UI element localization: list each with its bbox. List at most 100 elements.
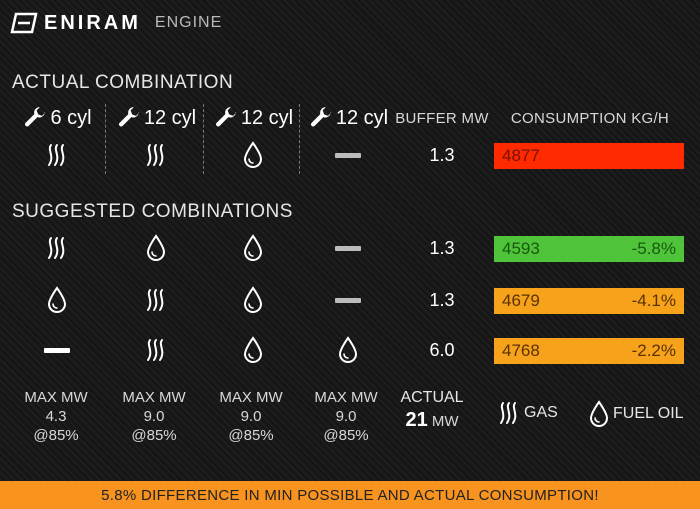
engine-1-mode bbox=[12, 135, 102, 175]
consumption-diff: -2.2% bbox=[631, 341, 676, 360]
actual-power-value: 21 bbox=[405, 409, 428, 431]
consumption-bar: 4593 -5.8% bbox=[494, 236, 684, 262]
engine-2-mode bbox=[108, 330, 204, 370]
fuel-oil-drop-icon bbox=[338, 336, 358, 363]
consumption-value: 4768 bbox=[502, 341, 540, 360]
buffer-value: 1.3 bbox=[429, 144, 455, 165]
max-mw-label: MAX MW bbox=[219, 389, 283, 406]
engine-1-max-mw: MAX MW 4.3 @85% bbox=[8, 388, 104, 445]
max-mw-value: 9.0 bbox=[335, 408, 357, 425]
actual-combination-row: 1.3 4877 bbox=[0, 135, 700, 175]
app-header: ENIRAM ENGINE bbox=[10, 8, 222, 38]
gas-icon bbox=[147, 339, 164, 361]
fuel-oil-drop-icon bbox=[589, 400, 609, 427]
wrench-icon bbox=[118, 107, 140, 127]
engine-4-mode bbox=[300, 228, 396, 268]
engine-4-label: 12 cyl bbox=[335, 106, 389, 129]
engine-4-mode bbox=[300, 135, 396, 175]
engine-4-header[interactable]: 12 cyl bbox=[300, 98, 396, 138]
actual-power-unit: MW bbox=[431, 413, 459, 430]
wrench-icon bbox=[310, 107, 332, 127]
engine-2-mode bbox=[108, 135, 204, 175]
legend-gas: GAS bbox=[496, 400, 558, 426]
engine-3-mode bbox=[205, 280, 301, 320]
buffer-value: 1.3 bbox=[429, 237, 455, 258]
engine-2-max-mw: MAX MW 9.0 @85% bbox=[106, 388, 202, 445]
wrench-icon bbox=[215, 107, 237, 127]
max-mw-value: 9.0 bbox=[240, 408, 262, 425]
engine-1-mode bbox=[12, 228, 102, 268]
actual-power-label: ACTUAL bbox=[400, 389, 464, 406]
actual-power: ACTUAL 21 MW bbox=[384, 388, 480, 431]
gas-icon bbox=[48, 237, 65, 259]
max-mw-load: @85% bbox=[131, 427, 177, 444]
engine-1-mode bbox=[12, 280, 102, 320]
brand-name: ENIRAM bbox=[44, 11, 141, 34]
consumption-value: 4877 bbox=[502, 146, 540, 165]
engine-off-dash-icon bbox=[335, 297, 361, 303]
consumption-header: CONSUMPTION KG/H bbox=[510, 109, 670, 127]
engine-off-dash-icon bbox=[335, 245, 361, 251]
gas-icon bbox=[48, 144, 65, 166]
legend-fuel-oil-label: FUEL OIL bbox=[613, 405, 684, 422]
wrench-icon bbox=[25, 107, 46, 127]
engine-2-mode bbox=[108, 280, 204, 320]
engine-header-row: 6 cyl 12 cyl 12 cyl 12 cyl BUFFER MW CON… bbox=[0, 98, 700, 138]
eniram-logo-icon bbox=[10, 12, 38, 34]
fuel-oil-drop-icon bbox=[243, 286, 263, 313]
actual-combination-title: ACTUAL COMBINATION bbox=[12, 72, 234, 93]
engine-3-mode bbox=[205, 228, 301, 268]
column-separator bbox=[105, 104, 106, 174]
fuel-oil-drop-icon bbox=[146, 234, 166, 261]
column-separator bbox=[203, 104, 204, 174]
buffer-mw-header: BUFFER MW bbox=[395, 109, 489, 127]
max-mw-label: MAX MW bbox=[314, 389, 378, 406]
buffer-value: 1.3 bbox=[429, 289, 455, 310]
engine-1-label: 6 cyl bbox=[50, 106, 92, 129]
max-mw-label: MAX MW bbox=[24, 389, 88, 406]
max-mw-load: @85% bbox=[33, 427, 79, 444]
column-separator bbox=[299, 104, 300, 174]
suggested-row-3[interactable]: 6.0 4768 -2.2% bbox=[0, 330, 700, 370]
gas-icon bbox=[500, 402, 517, 424]
engine-2-label: 12 cyl bbox=[143, 106, 197, 129]
max-mw-value: 4.3 bbox=[45, 408, 67, 425]
buffer-value: 6.0 bbox=[429, 339, 455, 360]
engine-1-mode bbox=[12, 330, 102, 370]
max-mw-value: 9.0 bbox=[143, 408, 165, 425]
gas-icon bbox=[147, 289, 164, 311]
engine-off-dash-icon bbox=[44, 347, 70, 353]
consumption-value: 4679 bbox=[502, 291, 540, 310]
consumption-bar: 4679 -4.1% bbox=[494, 288, 684, 314]
consumption-diff: -4.1% bbox=[631, 291, 676, 310]
consumption-bar: 4768 -2.2% bbox=[494, 338, 684, 364]
engine-3-mode bbox=[205, 135, 301, 175]
engine-4-max-mw: MAX MW 9.0 @85% bbox=[298, 388, 394, 445]
fuel-oil-drop-icon bbox=[47, 286, 67, 313]
fuel-oil-drop-icon bbox=[243, 336, 263, 363]
suggested-row-1[interactable]: 1.3 4593 -5.8% bbox=[0, 228, 700, 268]
section-name: ENGINE bbox=[154, 14, 223, 31]
max-mw-load: @85% bbox=[228, 427, 274, 444]
gas-icon bbox=[147, 144, 164, 166]
engine-3-label: 12 cyl bbox=[240, 106, 294, 129]
engine-2-mode bbox=[108, 228, 204, 268]
difference-banner: 5.8% DIFFERENCE IN MIN POSSIBLE AND ACTU… bbox=[0, 481, 700, 509]
engine-2-header[interactable]: 12 cyl bbox=[108, 98, 204, 138]
suggested-row-2[interactable]: 1.3 4679 -4.1% bbox=[0, 280, 700, 320]
max-mw-load: @85% bbox=[323, 427, 369, 444]
engine-3-mode bbox=[205, 330, 301, 370]
consumption-bar: 4877 bbox=[494, 143, 684, 169]
engine-1-header[interactable]: 6 cyl bbox=[12, 98, 102, 138]
legend-fuel-oil: FUEL OIL bbox=[588, 400, 684, 428]
engine-4-mode bbox=[300, 280, 396, 320]
suggested-combinations-title: SUGGESTED COMBINATIONS bbox=[12, 201, 293, 222]
engine-3-max-mw: MAX MW 9.0 @85% bbox=[203, 388, 299, 445]
engine-off-dash-icon bbox=[335, 152, 361, 158]
max-mw-label: MAX MW bbox=[122, 389, 186, 406]
engine-3-header[interactable]: 12 cyl bbox=[205, 98, 301, 138]
consumption-value: 4593 bbox=[502, 239, 540, 258]
engine-4-mode bbox=[300, 330, 396, 370]
fuel-oil-drop-icon bbox=[243, 141, 263, 168]
fuel-oil-drop-icon bbox=[243, 234, 263, 261]
